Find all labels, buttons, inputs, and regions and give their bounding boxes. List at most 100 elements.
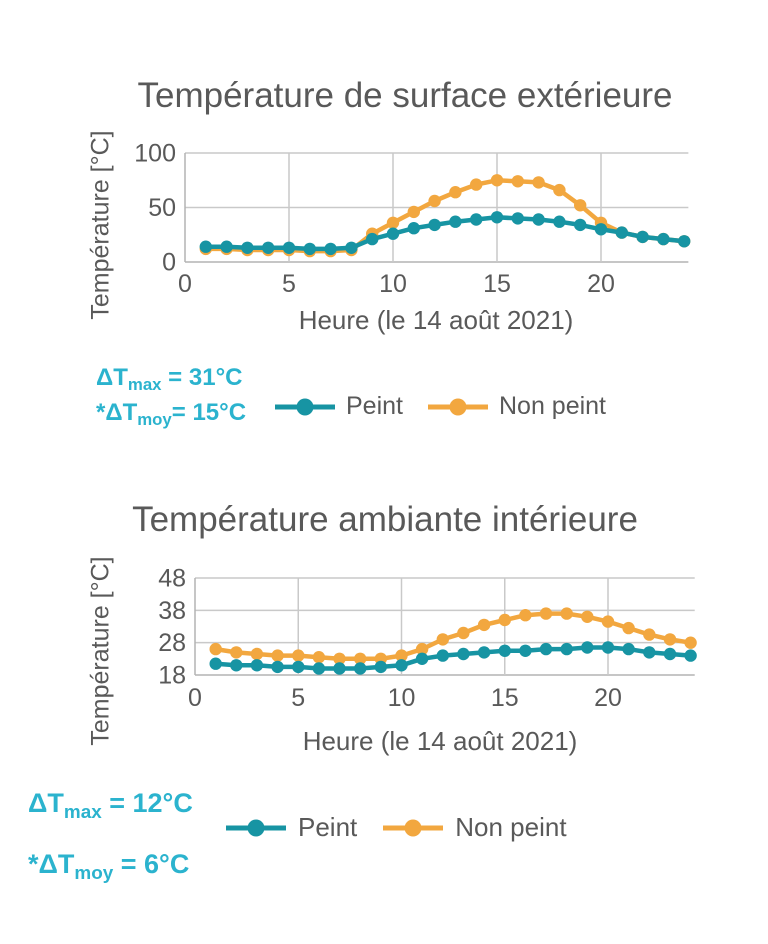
data-point-peint (663, 647, 677, 661)
chart1-legend-label-non-peint: Non peint (498, 392, 607, 420)
data-point-peint (324, 242, 337, 256)
series-peint (199, 211, 691, 256)
chart2-annotation-delta-t-max: ΔTmax = 12°C (28, 786, 193, 824)
data-point-peint (684, 649, 697, 662)
data-point-peint (333, 662, 346, 675)
annotation-value: = 15°C (171, 399, 247, 426)
series-non-peint (209, 607, 697, 665)
chart1-annotation-delta-t-moy: *ΔTmoy= 15°C (96, 396, 246, 431)
data-point-non-peint (354, 652, 367, 665)
data-point-non-peint (386, 216, 400, 229)
data-point-non-peint (449, 186, 462, 199)
annotation-prefix: *ΔT (28, 849, 75, 879)
data-point-non-peint (622, 621, 635, 635)
annotation-value: = 6°C (113, 849, 190, 879)
x-tick-label: 5 (282, 270, 296, 298)
chart2-y-axis-label: Température [°C] (86, 556, 115, 746)
data-point-peint (209, 657, 222, 670)
data-point-peint (532, 213, 545, 226)
data-point-non-peint (663, 633, 677, 646)
data-point-peint (199, 240, 212, 253)
data-point-non-peint (428, 194, 441, 208)
data-point-non-peint (470, 178, 483, 191)
data-point-non-peint (436, 633, 449, 646)
data-point-peint (374, 660, 387, 674)
data-point-non-peint (312, 651, 326, 664)
x-tick-label: 15 (491, 684, 519, 712)
data-point-peint (553, 215, 566, 228)
annotation-subscript: moy (137, 410, 172, 430)
data-point-peint (230, 659, 243, 672)
data-point-peint (366, 232, 379, 246)
chart2-legend-label-non-peint: Non peint (455, 812, 567, 842)
annotation-value: = 12°C (101, 788, 193, 818)
annotation-subscript: moy (74, 862, 114, 884)
x-tick-label: 0 (188, 684, 202, 712)
data-point-peint (657, 232, 670, 246)
chart1-annotation-delta-t-max: ΔTmax = 31°C (96, 361, 246, 396)
data-point-non-peint (684, 636, 697, 649)
x-tick-label: 20 (587, 270, 615, 298)
chart2-legend: Peint Non peint (224, 812, 581, 843)
data-point-peint (490, 211, 504, 224)
annotation-subscript: max (63, 801, 102, 823)
data-point-non-peint (560, 607, 573, 620)
data-point-non-peint (415, 642, 429, 656)
data-point-peint (519, 644, 532, 657)
y-tick-labels: 18 28 38 48 (158, 565, 186, 690)
chart1-x-axis-label: Heure (le 14 août 2021) (298, 305, 574, 335)
data-point-peint (574, 218, 587, 232)
data-point-peint (262, 241, 275, 254)
data-point-peint (407, 222, 420, 235)
data-point-peint (511, 212, 524, 225)
annotation-prefix: *ΔT (96, 399, 138, 426)
non-peint-legend-marker-icon (383, 819, 444, 836)
chart1-plot-area: 0 50 100 0 5 10 15 20 (134, 140, 691, 298)
data-point-non-peint (511, 175, 524, 188)
x-tick-labels: 0 5 10 15 20 (178, 270, 615, 298)
x-tick-label: 5 (291, 684, 305, 712)
data-point-non-peint (209, 642, 222, 656)
y-tick-label: 50 (148, 194, 176, 222)
chart1-legend-label-peint: Peint (346, 392, 403, 420)
data-point-peint (345, 241, 358, 254)
data-point-peint (594, 223, 608, 236)
annotation-value: = 31°C (161, 364, 243, 391)
y-tick-label: 28 (158, 629, 186, 657)
data-point-non-peint (477, 618, 491, 632)
data-point-non-peint (574, 199, 587, 212)
chart2-plot-area: 18 28 38 48 0 5 10 15 20 (158, 565, 697, 712)
chart1-title: Température de surface extérieure (137, 76, 673, 115)
data-point-non-peint (490, 174, 504, 187)
data-point-non-peint (250, 647, 264, 661)
data-point-non-peint (553, 183, 566, 197)
data-point-peint (477, 646, 491, 659)
data-point-peint (581, 641, 594, 654)
data-point-peint (303, 242, 316, 256)
annotation-prefix: ΔT (96, 364, 128, 391)
data-point-peint (282, 241, 296, 254)
data-point-peint (415, 652, 429, 665)
y-tick-label: 100 (134, 140, 176, 168)
peint-legend-marker-icon (226, 819, 286, 836)
data-point-non-peint (581, 610, 594, 623)
y-tick-label: 0 (162, 249, 176, 277)
chart2-legend-label-peint: Peint (298, 812, 358, 842)
chart1-annotations: ΔTmax = 31°C *ΔTmoy= 15°C (96, 361, 246, 431)
data-point-peint (241, 241, 254, 254)
data-point-peint (498, 644, 511, 657)
y-tick-label: 48 (158, 565, 186, 593)
data-point-non-peint (395, 649, 408, 662)
data-point-peint (312, 662, 326, 675)
data-point-non-peint (292, 649, 305, 662)
data-point-peint (560, 642, 573, 656)
data-point-peint (636, 230, 649, 244)
data-point-non-peint (643, 628, 656, 641)
data-point-peint (436, 649, 449, 662)
series-peint (209, 641, 697, 675)
x-tick-label: 20 (594, 684, 622, 712)
data-point-peint (678, 235, 691, 248)
data-point-peint (457, 647, 470, 661)
data-point-peint (292, 660, 305, 674)
x-tick-label: 10 (388, 684, 416, 712)
